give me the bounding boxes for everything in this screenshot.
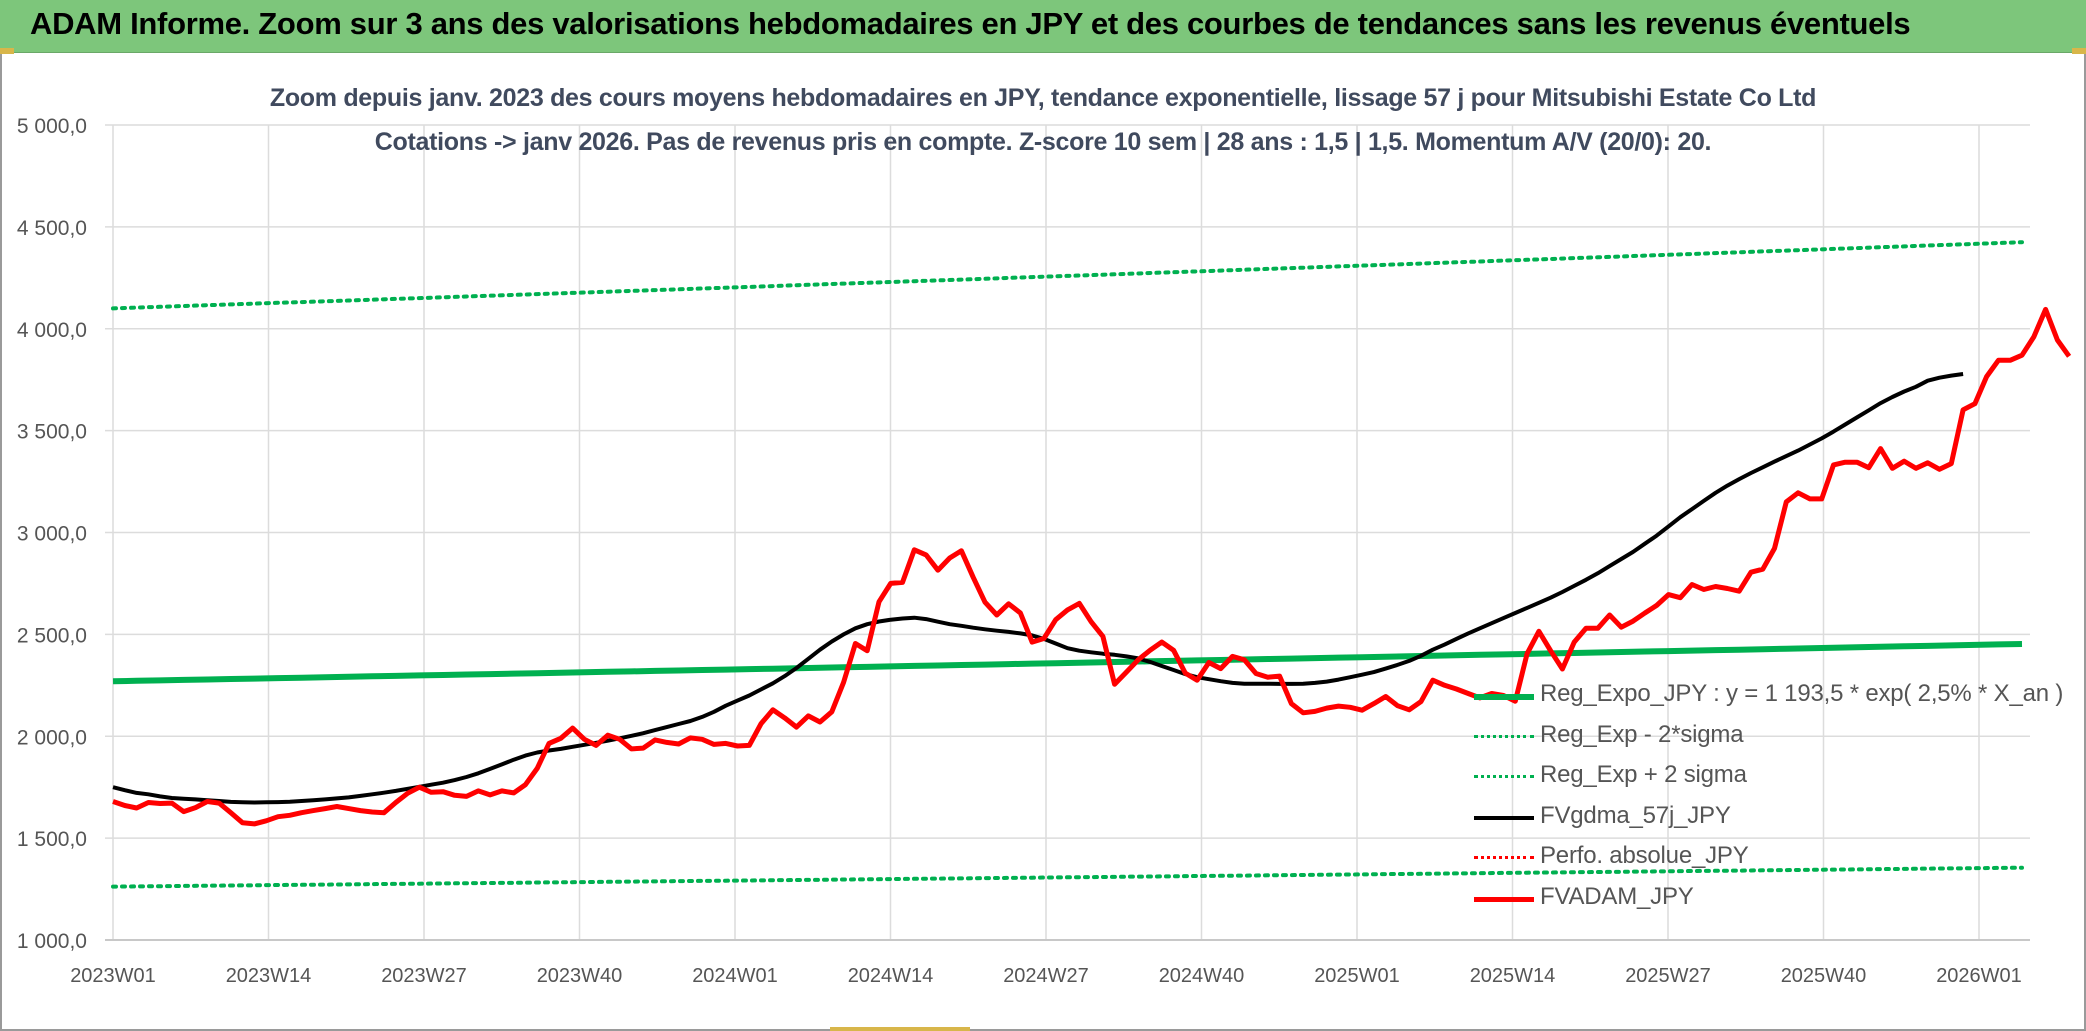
y-tick-label: 3 500,0 [17,421,87,444]
banner-corner-left [0,48,14,54]
y-tick-label: 1 500,0 [17,828,87,851]
y-tick-labels: 1 000,0 1 500,0 2 000,0 2 500,0 3 000,0 3 500… [17,115,87,953]
legend-item: Perfo. absolue_JPY [1470,840,2082,881]
legend-swatch [1474,694,1534,700]
x-tick-label: 2023W40 [537,965,623,987]
y-tick-label: 5 000,0 [17,115,87,138]
series-line-1 [111,865,2024,889]
legend-swatch [1474,775,1534,779]
y-tick-label: 2 000,0 [17,726,87,749]
legend-item: Reg_Exp + 2 sigma [1470,759,2082,800]
legend-label: Reg_Exp - 2*sigma [1540,720,1744,748]
legend-label: Reg_Expo_JPY : y = 1 193,5 * exp( 2,5% *… [1540,680,2064,707]
x-tick-labels: 2023W01 2023W14 2023W27 2023W40 2024W01 2024W… [70,965,2022,987]
legend-swatch [1474,734,1534,738]
x-tick-label: 2023W27 [381,965,467,987]
chart-title-line-2: Cotations -> janv 2026. Pas de revenus p… [374,128,1712,156]
header-banner: ADAM Informe. Zoom sur 3 ans des valoris… [0,0,2086,53]
y-tick-label: 1 000,0 [17,930,87,953]
x-tick-label: 2025W27 [1625,965,1711,987]
banner-corner-right [2072,48,2086,54]
x-tick-label: 2023W01 [70,965,156,987]
legend-item: Reg_Exp - 2*sigma [1470,719,2082,760]
legend-swatch [1474,815,1534,820]
legend-label: FVgdma_57j_JPY [1540,801,1731,829]
legend-label: FVADAM_JPY [1540,882,1694,910]
x-tick-label: 2026W01 [1936,965,2022,987]
x-tick-label: 2025W01 [1314,965,1400,987]
legend-label: Reg_Exp + 2 sigma [1540,761,1747,789]
chart-title-line-1: Zoom depuis janv. 2023 des cours moyens … [269,84,1817,112]
chart-legend: Reg_Expo_JPY : y = 1 193,5 * exp( 2,5% *… [1470,678,2082,922]
y-tick-label: 3 000,0 [17,523,87,546]
x-tick-label: 2024W14 [848,965,934,987]
legend-item: FVADAM_JPY [1470,881,2082,922]
legend-item: FVgdma_57j_JPY [1470,800,2082,841]
legend-item: Reg_Expo_JPY : y = 1 193,5 * exp( 2,5% *… [1470,678,2082,719]
legend-swatch [1474,856,1534,860]
y-tick-label: 4 000,0 [17,319,87,342]
x-tick-label: 2024W40 [1159,965,1245,987]
y-tick-label: 2 500,0 [17,624,87,647]
x-tick-label: 2024W27 [1003,965,1089,987]
series-lines [111,240,2072,889]
legend-label: Perfo. absolue_JPY [1540,842,1749,870]
x-tick-label: 2024W01 [692,965,778,987]
grid-lines [105,124,2030,941]
series-line-5 [112,306,2072,827]
x-tick-label: 2023W14 [226,965,312,987]
y-tick-label: 4 500,0 [17,217,87,240]
x-tick-label: 2025W14 [1470,965,1556,987]
bottom-accent [830,1027,970,1031]
legend-swatch [1474,896,1534,902]
series-line-0 [112,641,2023,685]
series-line-2 [111,240,2024,311]
report-title: ADAM Informe. Zoom sur 3 ans des valoris… [30,6,1911,41]
x-tick-label: 2025W40 [1781,965,1867,987]
